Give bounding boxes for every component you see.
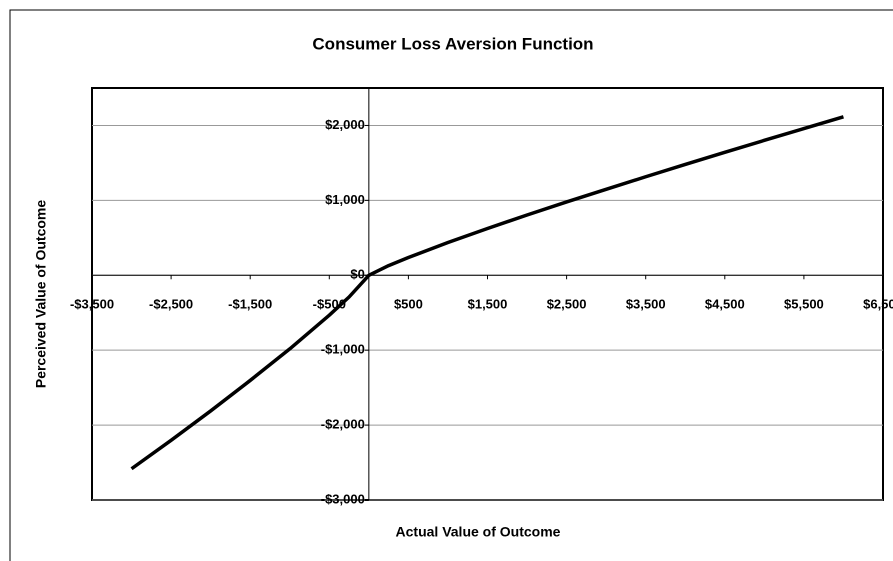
x-axis-title: Actual Value of Outcome [396, 524, 561, 540]
y-tick-label: -$2,000 [321, 417, 365, 432]
data-line [130, 115, 844, 471]
y-tick-label: -$3,000 [321, 491, 365, 506]
x-tick-label: -$3,500 [70, 297, 114, 312]
x-tick-label: $1,500 [468, 297, 508, 312]
chart-frame [9, 9, 893, 561]
x-tick-label: -$2,500 [149, 297, 193, 312]
x-tick-label: $2,500 [547, 297, 587, 312]
x-tick-label: $4,500 [705, 297, 745, 312]
x-tick-label: $500 [394, 297, 423, 312]
x-tick-label: $5,500 [784, 297, 824, 312]
y-tick-label: $0 [350, 267, 364, 282]
plot-area [91, 87, 884, 501]
y-tick-label: $2,000 [325, 117, 365, 132]
x-tick-label: $3,500 [626, 297, 666, 312]
y-tick-label: -$1,000 [321, 342, 365, 357]
x-tick-label: $6,500 [863, 297, 893, 312]
x-tick-label: -$1,500 [228, 297, 272, 312]
y-tick-label: $1,000 [325, 192, 365, 207]
y-axis-title: Perceived Value of Outcome [33, 200, 49, 389]
chart-title: Consumer Loss Aversion Function [312, 34, 593, 53]
